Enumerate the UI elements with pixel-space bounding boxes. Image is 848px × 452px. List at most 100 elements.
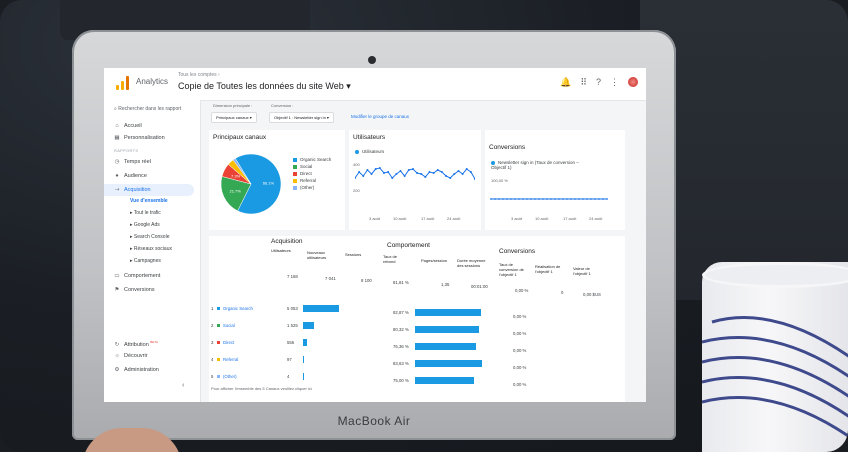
sidebar-item-acquisition[interactable]: ⇢ Acquisition	[104, 184, 194, 196]
pie-slice-0[interactable]	[234, 153, 282, 215]
users-point	[411, 168, 414, 170]
legend-item: Organic Search	[293, 156, 331, 163]
subnav-tout-le-trafic[interactable]: ▸ Tout le trafic	[130, 210, 161, 216]
analytics-logo-icon	[116, 76, 130, 90]
row-color-swatch	[217, 307, 220, 310]
row-users-bar	[303, 373, 304, 380]
conversions-point	[574, 198, 576, 200]
row-channel-link[interactable]: Referral	[223, 357, 239, 362]
row-index: 3	[211, 340, 214, 345]
header-valeur[interactable]: Valeur de l'objectif 1	[573, 266, 591, 276]
subnav-reseaux-sociaux[interactable]: ▸ Réseaux sociaux	[130, 246, 172, 252]
total-nouveaux: 7 041	[325, 276, 336, 281]
header-utilisateurs[interactable]: Utilisateurs	[271, 248, 291, 253]
users-point	[436, 169, 439, 171]
laptop-brand: MacBook Air	[337, 414, 411, 428]
subnav-search-console[interactable]: ▸ Search Console	[130, 234, 170, 240]
row-channel-link[interactable]: Organic Search	[223, 306, 253, 311]
row-conv: 0,00 %	[513, 348, 527, 353]
primary-dim-select[interactable]: Principaux canaux ▾	[211, 112, 257, 123]
conversions-point	[582, 198, 584, 200]
primary-dim-label: Dimension principale :	[213, 103, 253, 108]
mug-rim	[702, 262, 848, 288]
row-channel-link[interactable]: Direct	[223, 340, 235, 345]
subnav-campagnes[interactable]: ▸ Campagnes	[130, 258, 161, 264]
apps-grid-icon[interactable]: ⠿	[580, 77, 587, 87]
users-point	[465, 168, 468, 170]
top-bar: Analytics Tous les comptes › Copie de To…	[104, 68, 646, 101]
sidebar-item-attribution[interactable]: ↻ Attribution BETA	[104, 336, 200, 348]
row-users-bar	[303, 322, 314, 329]
conversions-point	[498, 198, 500, 200]
row-channel-link[interactable]: (Other)	[223, 374, 237, 379]
row-color-swatch	[217, 324, 220, 327]
sidebar-item-accueil[interactable]: ⌂ Accueil	[104, 120, 200, 132]
header-rebond[interactable]: Taux de rebond	[383, 254, 398, 264]
users-point	[387, 171, 390, 173]
conversions-point	[542, 198, 544, 200]
section-label: RAPPORTS	[114, 148, 139, 153]
sidebar-item-conversions[interactable]: ⚑ Conversions	[104, 284, 200, 296]
row-color-swatch	[217, 375, 220, 378]
header-realisation[interactable]: Réalisation de l'objectif 1	[535, 264, 561, 274]
users-title: Utilisateurs	[353, 134, 386, 141]
webcam	[368, 56, 376, 64]
users-point	[453, 173, 456, 175]
sidebar-item-audience[interactable]: ● Audience	[104, 170, 200, 182]
sidebar-item-comportement[interactable]: ▭ Comportement	[104, 270, 200, 282]
users-point	[420, 173, 423, 175]
top-icons: 🔔 ⠿ ? ⋮	[560, 77, 638, 87]
conversions-point	[602, 198, 604, 200]
conversions-point	[530, 198, 532, 200]
notifications-icon[interactable]: 🔔	[560, 77, 572, 87]
view-selector[interactable]: Copie de Toutes les données du site Web …	[178, 81, 351, 91]
users-x-label: 3 août	[369, 216, 381, 221]
users-point	[469, 171, 472, 173]
conversion-select[interactable]: Objectif 1 : Newsletter sign in ▾	[269, 112, 334, 123]
conversions-point	[554, 198, 556, 200]
sidebar-item-temps-reel[interactable]: ◷ Temps réel	[104, 156, 200, 168]
header-sessions[interactable]: Sessions	[345, 252, 362, 257]
sidebar-item-decouvrir[interactable]: ☼ Découvrir	[104, 350, 200, 362]
subnav-google-ads[interactable]: ▸ Google Ads	[130, 222, 160, 228]
sidebar: ⌕ Rechercher dans les rapport ⌂ Accueil ▦…	[104, 100, 201, 402]
header-nouveaux[interactable]: Nouveaux utilisateurs	[307, 250, 327, 260]
conversions-point	[526, 198, 528, 200]
pie-card: Principaux canaux 66.1% 21.7% 7.3% Organic…	[209, 130, 345, 230]
grid-icon: ▦	[114, 135, 120, 141]
more-vert-icon[interactable]: ⋮	[610, 77, 619, 87]
row-users-bar	[303, 339, 307, 346]
row-rebond: 76,36 %	[393, 344, 409, 349]
header-taux-conversion[interactable]: Taux de conversion de l'objectif 1	[499, 262, 524, 277]
conversions-point	[490, 198, 492, 200]
conversions-point	[510, 198, 512, 200]
header-pages[interactable]: Pages/session	[421, 258, 448, 263]
pie-slice-1[interactable]	[220, 176, 252, 212]
help-icon[interactable]: ?	[595, 77, 601, 87]
subnav-vue-ensemble[interactable]: Vue d'ensemble	[130, 198, 168, 204]
collapse-chevron-icon[interactable]: ‹	[182, 382, 185, 389]
users-point	[355, 177, 356, 179]
table-footer-link[interactable]: Pour afficher l'ensemble des 5 Canaux ve…	[211, 386, 312, 391]
conv-y-top: 100,00 %	[491, 178, 508, 183]
avatar[interactable]	[628, 77, 638, 87]
pie-slice-label: 66.1%	[263, 181, 275, 186]
conversions-point	[578, 198, 580, 200]
total-pages: 1,35	[441, 282, 450, 287]
sidebar-item-personnalisation[interactable]: ▦ Personnalisation	[104, 132, 200, 144]
row-channel-link[interactable]: Social	[223, 323, 235, 328]
breadcrumb[interactable]: Tous les comptes ›	[178, 72, 220, 78]
row-users-bar	[303, 356, 304, 363]
sidebar-item-administration[interactable]: ⚙ Administration	[104, 364, 200, 376]
conversions-point	[566, 198, 568, 200]
pie-slice-4[interactable]	[232, 158, 252, 185]
users-legend: Utilisateurs	[355, 148, 384, 155]
row-conv: 0,00 %	[513, 331, 527, 336]
clock-icon: ◷	[114, 159, 120, 165]
home-icon: ⌂	[115, 123, 119, 129]
header-duree[interactable]: Durée moyenne des sessions	[457, 258, 486, 268]
conversions-point	[590, 198, 592, 200]
sidebar-search[interactable]: ⌕ Rechercher dans les rapport	[114, 106, 181, 112]
modify-channel-group-link[interactable]: Modifier le groupe de canaux	[351, 114, 410, 119]
